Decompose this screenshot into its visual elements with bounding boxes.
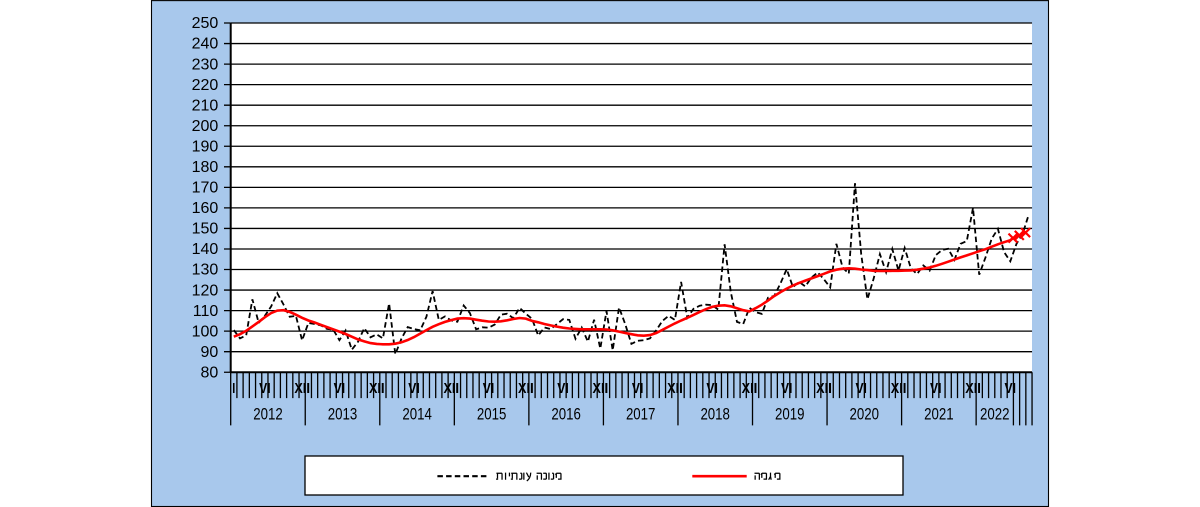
svg-text:240: 240 <box>192 36 219 53</box>
svg-text:I: I <box>307 380 310 397</box>
svg-text:I: I <box>829 380 832 397</box>
svg-text:200: 200 <box>192 118 219 135</box>
svg-text:230: 230 <box>192 56 219 73</box>
svg-text:80: 80 <box>201 364 219 381</box>
svg-text:2015: 2015 <box>477 406 507 424</box>
svg-text:130: 130 <box>192 262 219 279</box>
svg-text:I: I <box>381 380 384 397</box>
svg-text:I: I <box>680 380 683 397</box>
svg-text:2019: 2019 <box>775 406 805 424</box>
svg-text:VI: VI <box>1005 380 1017 397</box>
svg-text:2022: 2022 <box>980 406 1010 424</box>
svg-text:VI: VI <box>855 380 867 397</box>
svg-text:2021: 2021 <box>924 406 954 424</box>
svg-text:I: I <box>456 380 459 397</box>
svg-text:XII: XII <box>965 380 981 397</box>
svg-text:XII: XII <box>891 380 907 397</box>
svg-text:XII: XII <box>443 380 459 397</box>
svg-text:180: 180 <box>192 159 219 176</box>
svg-text:XII: XII <box>816 380 832 397</box>
svg-text:190: 190 <box>192 138 219 155</box>
svg-text:XII: XII <box>593 380 609 397</box>
svg-text:2013: 2013 <box>328 406 358 424</box>
svg-text:2014: 2014 <box>402 406 432 424</box>
svg-text:2017: 2017 <box>626 406 656 424</box>
svg-text:I: I <box>754 380 757 397</box>
svg-text:140: 140 <box>192 241 219 258</box>
svg-text:120: 120 <box>192 282 219 299</box>
svg-text:2012: 2012 <box>253 406 283 424</box>
svg-text:2018: 2018 <box>700 406 730 424</box>
svg-text:VI: VI <box>483 380 495 397</box>
svg-text:VI: VI <box>930 380 942 397</box>
svg-text:VI: VI <box>706 380 718 397</box>
svg-text:VI: VI <box>632 380 644 397</box>
svg-text:XII: XII <box>667 380 683 397</box>
svg-text:I: I <box>232 380 235 397</box>
svg-text:110: 110 <box>193 303 219 320</box>
svg-text:2020: 2020 <box>850 406 880 424</box>
svg-text:I: I <box>978 380 981 397</box>
svg-text:90: 90 <box>201 344 219 361</box>
svg-text:VI: VI <box>259 380 271 397</box>
svg-text:250: 250 <box>192 15 219 32</box>
svg-text:VI: VI <box>781 380 793 397</box>
svg-text:170: 170 <box>192 180 219 197</box>
svg-text:XII: XII <box>518 380 534 397</box>
svg-text:I: I <box>903 380 906 397</box>
svg-text:2016: 2016 <box>551 406 581 424</box>
svg-text:100: 100 <box>192 323 219 340</box>
svg-text:150: 150 <box>192 221 219 238</box>
svg-text:220: 220 <box>192 77 219 94</box>
svg-text:210: 210 <box>192 97 219 114</box>
svg-text:VI: VI <box>334 380 346 397</box>
svg-text:I: I <box>605 380 608 397</box>
svg-text:160: 160 <box>192 200 219 217</box>
svg-text:XII: XII <box>294 380 310 397</box>
svg-text:XII: XII <box>369 380 385 397</box>
svg-text:VI: VI <box>557 380 569 397</box>
svg-text:VI: VI <box>408 380 420 397</box>
svg-text:I: I <box>531 380 534 397</box>
svg-text:XII: XII <box>742 380 758 397</box>
